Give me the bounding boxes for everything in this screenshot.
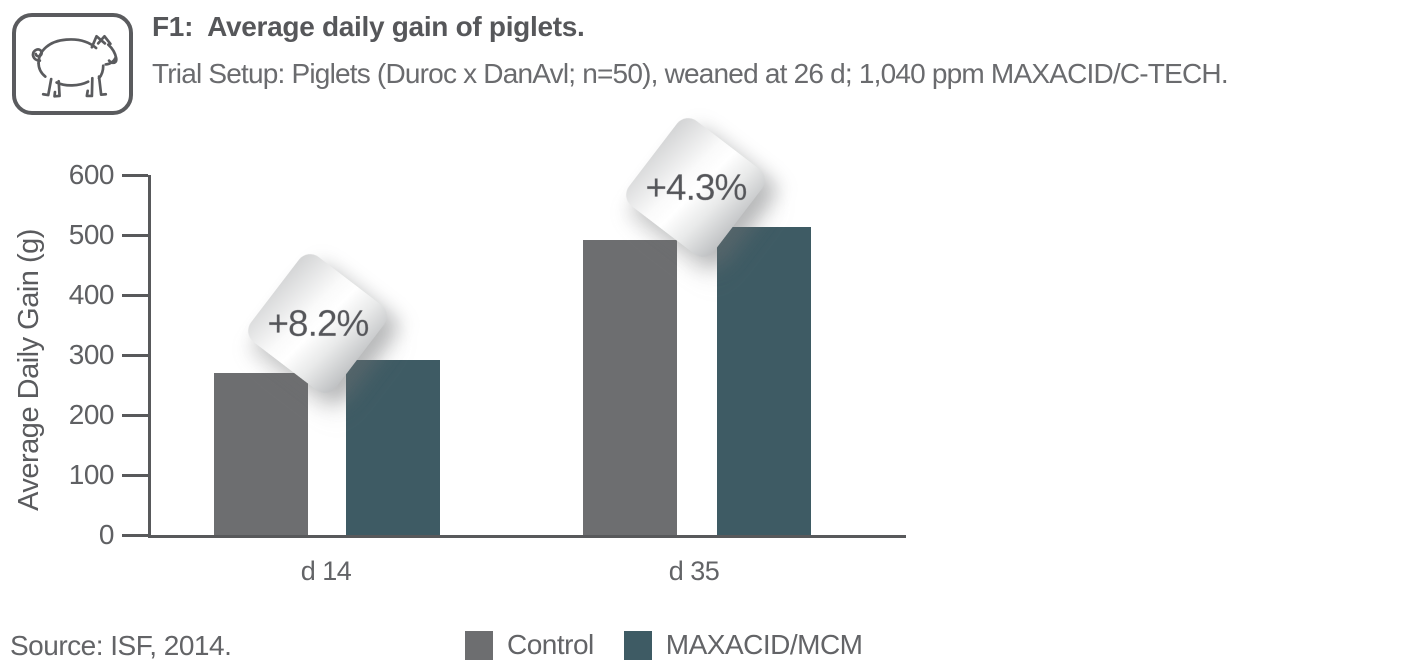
source-text: Source: ISF, 2014. <box>10 630 232 661</box>
pig-icon <box>31 34 118 98</box>
legend-item: MAXACID/MCM <box>623 629 863 661</box>
y-tick-label: 600 <box>68 159 115 190</box>
y-tick-mark <box>122 473 148 477</box>
y-tick-label: 400 <box>68 279 115 310</box>
y-tick-mark <box>122 293 148 297</box>
legend-label: Control <box>507 629 594 660</box>
y-tick-label: 0 <box>98 519 115 550</box>
legend-item: Control <box>465 629 594 661</box>
legend: Control MAXACID/MCM <box>465 628 863 662</box>
gain-badge-label: +4.3% <box>644 166 746 208</box>
y-tick-label: 200 <box>68 399 115 430</box>
bar-control-d14 <box>214 373 308 535</box>
y-tick-mark <box>122 173 148 177</box>
y-tick-label: 300 <box>68 339 115 370</box>
bar-maxacid-mcm-d14 <box>346 359 440 535</box>
legend-swatch <box>465 630 493 660</box>
bar-maxacid-mcm-d35 <box>717 227 811 535</box>
pig-icon-box <box>12 13 133 115</box>
figure-title: Average daily gain of piglets. <box>207 11 585 42</box>
figure-subtitle: Trial Setup: Piglets (Duroc x DanAvl; n=… <box>152 58 1229 89</box>
y-tick-mark <box>122 233 148 237</box>
x-category-label: d 14 <box>300 556 352 586</box>
y-tick-label: 100 <box>68 459 115 490</box>
legend-swatch <box>623 630 652 660</box>
x-category-label: d 35 <box>668 556 720 586</box>
legend-label: MAXACID/MCM <box>665 629 863 660</box>
y-tick-mark <box>122 533 148 537</box>
bar-control-d35 <box>583 239 677 535</box>
y-tick-label: 500 <box>68 219 115 250</box>
y-axis-line <box>148 175 151 538</box>
x-axis-line <box>148 535 906 538</box>
figure-number: F1: <box>152 11 194 42</box>
figure-title-row: F1: Average daily gain of piglets. <box>152 11 585 43</box>
y-tick-mark <box>122 353 148 357</box>
y-tick-mark <box>122 413 148 417</box>
gain-badge-label: +8.2% <box>266 302 368 344</box>
